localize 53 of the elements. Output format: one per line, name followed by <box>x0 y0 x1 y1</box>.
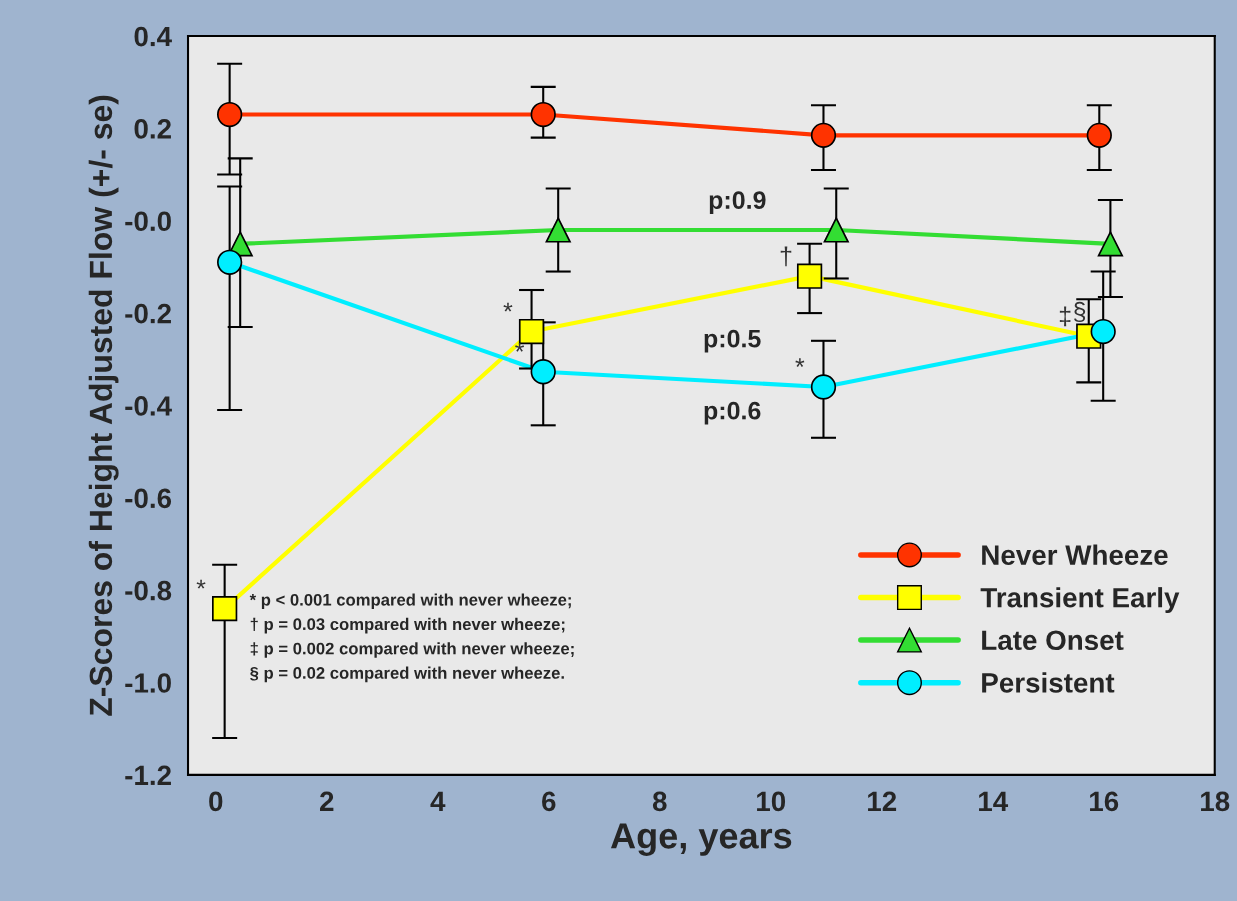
annotation: p:0.6 <box>704 401 761 425</box>
y-tick-label: 0.4 <box>134 26 172 47</box>
point <box>1090 318 1116 345</box>
point <box>1086 122 1112 148</box>
annotation: p:0.5 <box>704 329 761 353</box>
x-tick-label: 14 <box>979 791 1009 811</box>
point <box>212 595 238 622</box>
x-tick-label: 8 <box>652 791 667 812</box>
annotation: † p = 0.03 compared with never wheeze; <box>250 617 565 634</box>
y-tick-label: -1.2 <box>125 765 171 785</box>
point <box>1097 231 1124 257</box>
point <box>810 122 837 148</box>
legend-label: Late Onset <box>982 630 1124 651</box>
annotation: p:0.9 <box>709 191 766 214</box>
annotation: * p < 0.001 compared with never wheeze; <box>249 593 571 610</box>
point <box>823 217 849 243</box>
y-tick-label: -0.0 <box>125 211 171 232</box>
y-tick-label: -1.0 <box>125 673 171 693</box>
x-tick-label: 16 <box>1090 791 1119 812</box>
point <box>217 101 243 128</box>
point <box>530 101 556 128</box>
y-tick-label: -0.2 <box>125 303 171 324</box>
y-tick-label: -0.6 <box>125 488 172 509</box>
x-tick-label: 2 <box>320 791 334 811</box>
annotation: † <box>780 246 792 267</box>
x-tick-label: 18 <box>1201 791 1230 812</box>
y-tick-label: 0.2 <box>134 119 171 139</box>
annotation: * <box>196 579 206 589</box>
point <box>796 263 823 289</box>
x-tick-label: 0 <box>209 791 223 812</box>
annotation: * <box>515 342 525 352</box>
point <box>545 217 571 243</box>
point <box>518 318 545 345</box>
x-tick-label: 10 <box>757 791 786 812</box>
x-tick-label: 12 <box>868 791 897 811</box>
y-axis-title: Z-Scores of Height Adjusted Flow (+/- se) <box>88 95 119 716</box>
annotation: ‡ <box>1059 306 1071 327</box>
point <box>530 359 556 385</box>
x-tick-label: 6 <box>542 791 556 812</box>
point <box>217 249 243 275</box>
y-tick-label: -0.8 <box>125 580 172 601</box>
y-tick-label: -0.4 <box>125 396 172 416</box>
legend-label: Persistent <box>982 672 1115 693</box>
annotation: § <box>1074 301 1086 323</box>
annotation: ‡ p = 0.002 compared with never wheeze; <box>250 642 574 658</box>
annotation: * <box>795 358 805 367</box>
annotation: § p = 0.02 compared with never wheeze. <box>250 666 564 683</box>
annotation: * <box>503 302 513 312</box>
legend-label: Transient Early <box>980 587 1180 614</box>
x-axis-title: Age, years <box>610 823 792 856</box>
point <box>810 374 837 400</box>
legend-label: Never Wheeze <box>982 544 1168 565</box>
x-tick-label: 4 <box>430 791 446 811</box>
